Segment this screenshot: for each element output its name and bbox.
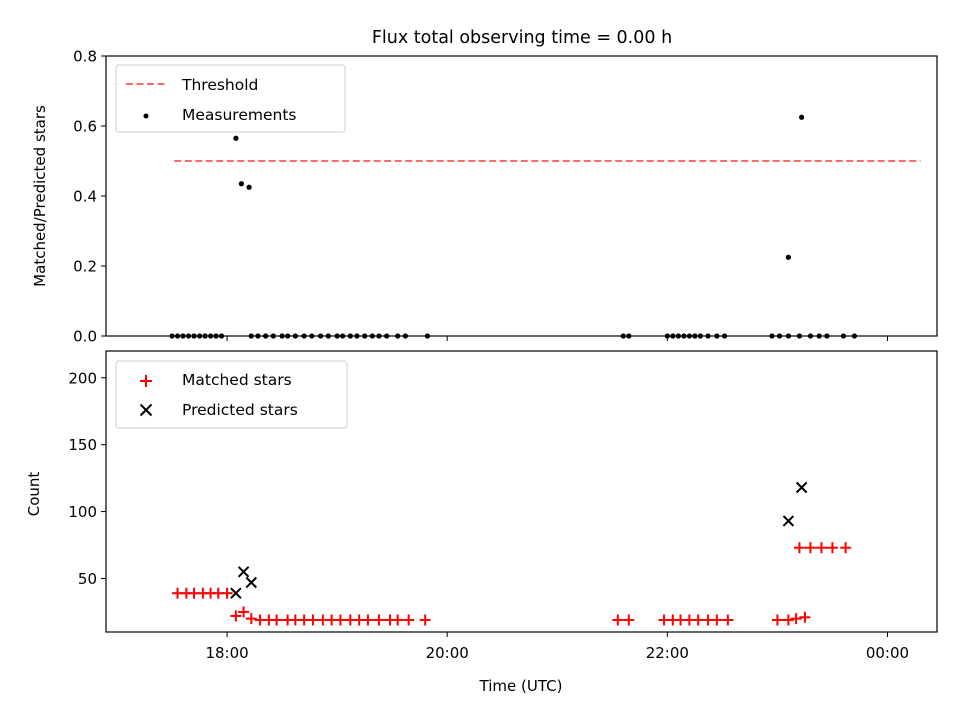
legend-matched-swatch [140, 375, 152, 387]
matched-star-point [623, 614, 635, 626]
predicted-star-point [230, 587, 242, 599]
predicted-star-point [245, 576, 257, 589]
measurement-point [246, 184, 252, 190]
measurement-point [799, 114, 805, 120]
matched-star-point [799, 611, 811, 623]
bottom-x-tick-label: 20:00 [426, 644, 469, 662]
bottom-marks [172, 481, 852, 626]
top-y-ticks: 0.0 0.2 0.4 0.6 0.8 [73, 48, 106, 346]
predicted-star-point [782, 515, 795, 527]
matched-star-point [307, 614, 319, 626]
top-x-ticks [226, 336, 888, 341]
matched-star-point [373, 614, 385, 626]
matched-star-point [334, 614, 346, 626]
bottom-y-tick-label: 150 [68, 436, 97, 454]
matched-star-point [771, 614, 783, 626]
matched-star-point [782, 614, 794, 626]
matched-star-point [815, 542, 827, 554]
bottom-x-tick-label: 00:00 [866, 644, 909, 662]
predicted-star-point [795, 481, 808, 494]
top-panel: 0.00.20.40.60.8 Matched/Predicted stars … [31, 48, 938, 346]
matched-star-point [245, 613, 257, 625]
legend-predicted-label: Predicted stars [182, 401, 298, 419]
top-y-tick-label: 0.4 [73, 188, 97, 206]
top-y-tick-label: 0.6 [73, 118, 97, 136]
measurement-point [785, 254, 792, 260]
matched-star-point [419, 614, 431, 626]
matched-star-point [722, 614, 734, 626]
predicted-star-point [237, 566, 250, 578]
measurement-point [238, 181, 244, 187]
matched-star-point [271, 614, 283, 626]
legend-measurements-swatch [143, 113, 149, 119]
matched-star-point [238, 606, 250, 618]
top-y-axis-label: Matched/Predicted stars [31, 105, 49, 287]
bottom-x-tick-label: 22:00 [646, 644, 689, 662]
top-y-tick-label: 0.0 [73, 328, 97, 346]
bottom-axes-frame [105, 350, 938, 633]
bottom-y-tick-label: 50 [78, 570, 97, 588]
bottom-y-tick-label: 200 [68, 369, 97, 387]
matched-star-point [221, 587, 233, 599]
matched-star-point [362, 614, 374, 626]
bottom-y-ticks: 50 100 150 200 [68, 369, 106, 588]
legend-matched-label: Matched stars [182, 371, 292, 389]
matched-star-point [826, 542, 838, 554]
matched-star-point [840, 542, 852, 554]
matched-star-point [793, 542, 805, 554]
bottom-y-axis-label: Count [25, 472, 43, 517]
matched-star-point [804, 542, 816, 554]
measurement-point [233, 135, 239, 141]
figure-title: Flux total observing time = 0.00 h [372, 28, 672, 48]
legend-measurements-label: Measurements [182, 106, 297, 124]
matched-star-point [612, 614, 624, 626]
top-y-tick-label: 0.2 [73, 258, 97, 276]
matched-star-point [692, 614, 704, 626]
top-legend: Threshold Measurements [115, 64, 346, 133]
bottom-x-tick-label: 18:00 [205, 644, 248, 662]
matched-star-point [790, 613, 802, 625]
bottom-x-axis-label: Time (UTC) [479, 677, 563, 695]
matched-star-point [392, 614, 404, 626]
bottom-legend-box [115, 360, 348, 429]
top-legend-box [115, 64, 346, 133]
legend-predicted-swatch [139, 403, 153, 417]
legend-threshold-label: Threshold [181, 76, 258, 94]
matched-star-point [403, 614, 415, 626]
top-y-tick-label: 0.8 [73, 48, 97, 66]
bottom-y-tick-label: 100 [68, 503, 97, 521]
matched-star-point [711, 614, 723, 626]
matched-star-point [230, 610, 242, 622]
bottom-legend: Matched stars Predicted stars [115, 360, 348, 429]
